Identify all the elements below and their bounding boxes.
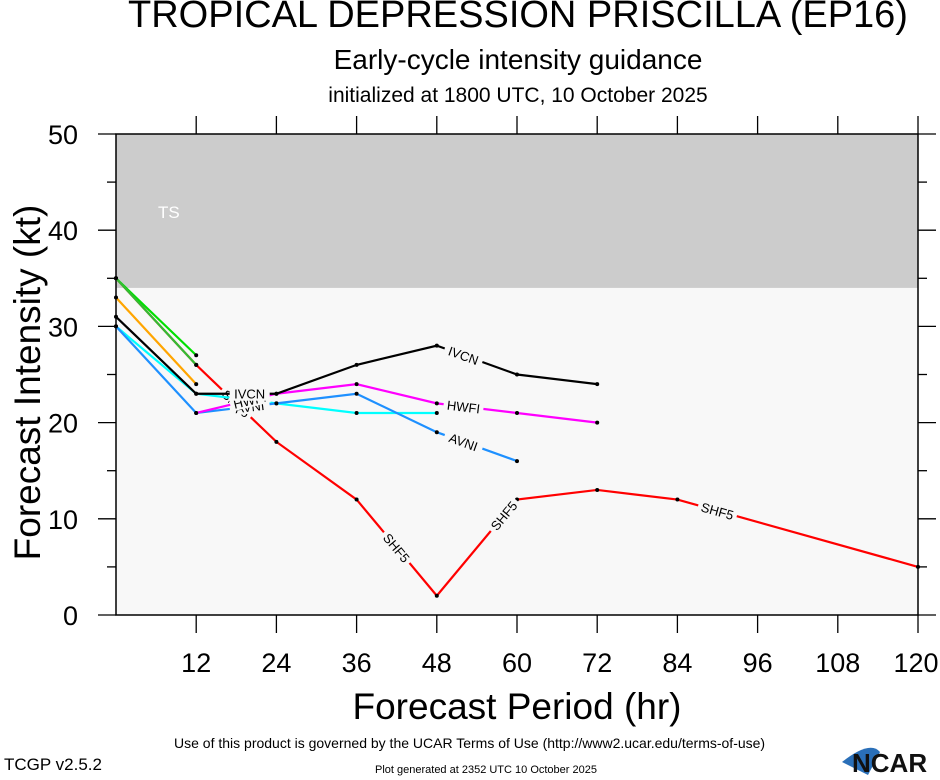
data-point: [354, 410, 359, 415]
data-point: [194, 362, 199, 367]
data-point: [595, 382, 600, 387]
series-label-bg: [485, 495, 522, 536]
terms-of-use: Use of this product is governed by the U…: [174, 735, 766, 751]
data-point: [515, 410, 519, 415]
band-label: TS: [158, 203, 180, 222]
x-tick-label: 36: [342, 648, 372, 678]
series-label-bg: [442, 428, 485, 456]
x-tick-label: 60: [502, 648, 532, 678]
data-point: [515, 372, 519, 377]
data-point: [274, 439, 279, 444]
ncar-logo-swoosh: [842, 747, 880, 775]
data-point: [434, 593, 439, 598]
series-line-unlabeled: [115, 277, 198, 366]
y-tick-label: 40: [48, 216, 78, 246]
chart-title: TROPICAL DEPRESSION PRISCILLA (EP16): [128, 0, 908, 36]
x-tick-label: 24: [261, 648, 291, 678]
series-label-bg: [442, 341, 485, 369]
data-point: [595, 420, 600, 425]
x-axis-label: Forecast Period (hr): [353, 686, 682, 727]
x-tick-label: 12: [181, 648, 211, 678]
series-label: HWFI: [446, 398, 481, 417]
chart-subtitle: Early-cycle intensity guidance: [333, 44, 703, 75]
series-label: IVCN: [234, 387, 265, 402]
data-point: [194, 382, 199, 387]
data-point: [274, 401, 279, 406]
x-tick-label: 72: [582, 648, 612, 678]
y-tick-label: 0: [63, 601, 78, 631]
data-point: [114, 295, 118, 300]
data-point: [434, 430, 439, 435]
data-point: [354, 362, 359, 367]
data-point: [354, 382, 359, 387]
series-line-unlabeled: [115, 296, 198, 385]
series-line-ivcn: [115, 315, 598, 395]
x-tick-label: 84: [662, 648, 692, 678]
y-tick-label: 20: [48, 409, 78, 439]
data-point: [675, 497, 680, 502]
data-point: [194, 410, 199, 415]
data-point: [434, 343, 439, 348]
data-point: [595, 487, 600, 492]
data-point: [916, 564, 920, 569]
generated-time: Plot generated at 2352 UTC 10 October 20…: [375, 764, 597, 776]
y-tick-label: 10: [48, 505, 78, 535]
series-label-bg: [229, 386, 270, 401]
data-point: [114, 276, 118, 281]
series-label-bg: [696, 498, 739, 523]
x-tick-label: 96: [743, 648, 773, 678]
x-tick-label: 120: [893, 648, 938, 678]
data-point: [354, 497, 359, 502]
data-point: [114, 314, 118, 319]
x-tick-label: 48: [422, 648, 452, 678]
version-label: TCGP v2.5.2: [4, 755, 102, 774]
series-label-bg: [378, 527, 415, 568]
data-point: [434, 401, 439, 406]
data-point: [194, 391, 199, 396]
data-point: [114, 324, 118, 329]
data-point: [515, 459, 519, 464]
band-ts: [116, 134, 918, 288]
data-point: [194, 353, 199, 358]
data-point: [434, 410, 439, 415]
init-time: initialized at 1800 UTC, 10 October 2025: [328, 84, 708, 107]
x-tick-label: 108: [815, 648, 860, 678]
series-label-bg: [442, 397, 485, 416]
data-point: [354, 391, 359, 396]
ncar-logo: NCAR: [852, 748, 928, 778]
y-tick-label: 30: [48, 312, 78, 342]
data-point: [274, 391, 279, 396]
y-tick-label: 50: [48, 120, 78, 150]
y-axis-label: Forecast Intensity (kt): [7, 205, 48, 561]
